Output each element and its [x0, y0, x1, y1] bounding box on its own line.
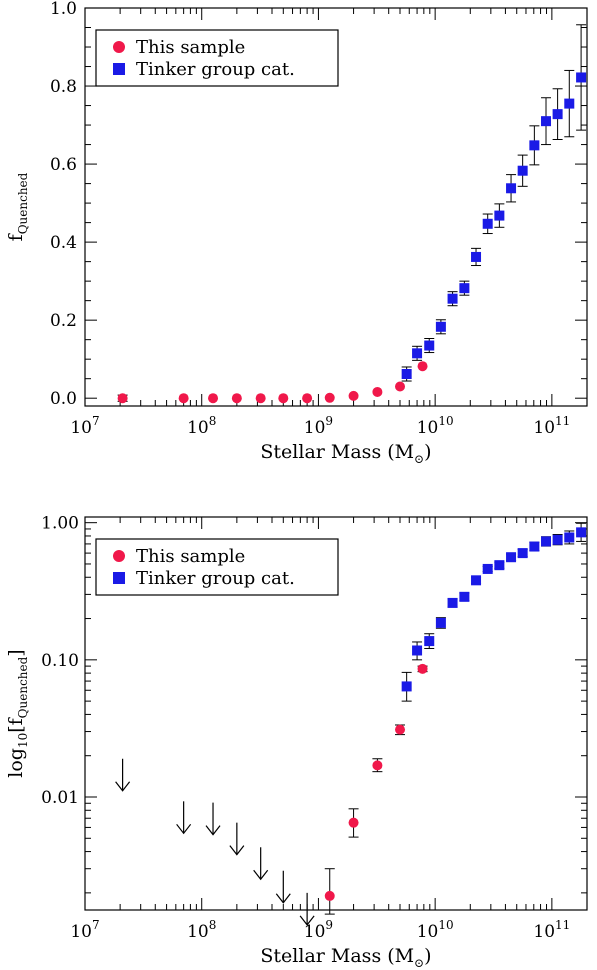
y-axis-title: fQuenched — [5, 172, 30, 241]
upper-limit-arrowhead — [205, 825, 221, 836]
upper-limit-arrowhead — [275, 893, 291, 904]
legend-label: This sample — [136, 37, 245, 58]
data-point-tinker — [412, 348, 423, 359]
data-point-tinker — [517, 165, 528, 176]
data-point-this-sample — [324, 890, 335, 901]
data-point-tinker — [401, 369, 412, 380]
x-tick-label: 109 — [304, 414, 333, 438]
y-tick-label: 0.6 — [50, 155, 77, 175]
chart-panel-1: 107 108 109 1010 1011 0.0 0.2 0.4 0.6 0.8 1.0 Stell… — [5, 0, 588, 466]
data-point-tinker — [576, 72, 587, 83]
data-point-tinker — [576, 527, 587, 538]
upper-limit-arrowhead — [115, 781, 131, 792]
legend-label: Tinker group cat. — [136, 568, 295, 589]
data-point-tinker — [564, 532, 575, 543]
upper-limit-arrowhead — [176, 823, 192, 835]
data-point-this-sample — [255, 393, 266, 404]
data-point-tinker — [529, 140, 540, 151]
data-point-tinker — [564, 98, 575, 109]
data-point-this-sample — [348, 390, 359, 401]
x-tick-label: 1011 — [533, 414, 570, 438]
data-point-tinker — [494, 210, 505, 221]
data-point-this-sample — [417, 361, 428, 372]
plot-frame — [84, 516, 588, 911]
y-tick-label: 0.0 — [50, 389, 77, 409]
data-point-tinker — [424, 636, 435, 647]
legend-label: Tinker group cat. — [136, 59, 295, 80]
legend-box — [95, 538, 339, 596]
data-point-tinker — [552, 534, 563, 545]
x-tick-label: 108 — [187, 414, 216, 438]
y-tick-label: 0.8 — [50, 77, 77, 97]
data-point-tinker — [424, 340, 435, 351]
legend-marker-square — [113, 63, 125, 75]
data-point-tinker — [482, 218, 493, 229]
data-point-tinker — [401, 681, 412, 692]
data-point-tinker — [471, 575, 482, 586]
x-tick-label: 1011 — [533, 918, 570, 942]
data-point-this-sample — [324, 392, 335, 403]
chart-panel-2: 107 108 109 1010 1011 0.01 0.10 1.00 Stellar Mas… — [5, 514, 588, 970]
data-point-this-sample — [231, 393, 242, 404]
data-point-tinker — [435, 617, 446, 628]
data-point-tinker — [541, 536, 552, 547]
data-point-tinker — [459, 591, 470, 602]
data-point-tinker — [506, 552, 517, 563]
data-point-tinker — [517, 548, 528, 559]
upper-limit-arrowhead — [229, 845, 245, 856]
y-tick-label: 1.00 — [41, 514, 79, 534]
data-point-tinker — [412, 645, 423, 656]
data-point-tinker — [552, 109, 563, 120]
y-tick-label: 0.4 — [50, 233, 77, 253]
data-point-tinker — [435, 321, 446, 332]
data-point-tinker — [506, 183, 517, 194]
data-point-this-sample — [117, 393, 128, 404]
data-point-tinker — [494, 560, 505, 571]
data-point-tinker — [482, 563, 493, 574]
legend-marker-circle — [113, 550, 125, 562]
y-tick-label: 0.10 — [41, 651, 79, 671]
data-point-this-sample — [278, 393, 289, 404]
legend-label: This sample — [136, 546, 245, 567]
x-axis-title: Stellar Mass (M⊙) — [260, 945, 431, 970]
data-point-tinker — [541, 116, 552, 127]
data-point-this-sample — [348, 817, 359, 828]
data-point-this-sample — [417, 663, 428, 674]
y-tick-label: 1.0 — [50, 0, 77, 19]
data-point-tinker — [529, 541, 540, 552]
y-tick-label: 0.2 — [50, 311, 77, 331]
data-point-tinker — [447, 597, 458, 608]
x-tick-label: 1010 — [417, 918, 454, 942]
x-tick-label: 107 — [70, 918, 99, 942]
data-point-tinker — [459, 283, 470, 294]
data-point-this-sample — [395, 381, 406, 392]
y-axis-title: log10[fQuenched] — [5, 649, 30, 777]
data-point-tinker — [471, 251, 482, 262]
data-point-this-sample — [372, 760, 383, 771]
legend-marker-circle — [113, 41, 125, 53]
data-point-this-sample — [178, 393, 189, 404]
plot-frame — [84, 7, 588, 407]
data-point-this-sample — [302, 393, 313, 404]
upper-limit-arrowhead — [253, 869, 269, 881]
x-tick-label: 108 — [187, 918, 216, 942]
legend-marker-square — [113, 572, 125, 584]
data-point-this-sample — [208, 393, 219, 404]
x-tick-label: 109 — [304, 918, 333, 942]
upper-limit-arrowhead — [299, 915, 315, 926]
data-point-this-sample — [372, 386, 383, 397]
x-tick-label: 107 — [70, 414, 99, 438]
data-point-tinker — [447, 293, 458, 304]
x-axis-title: Stellar Mass (M⊙) — [260, 441, 431, 466]
y-tick-label: 0.01 — [41, 788, 79, 808]
x-tick-label: 1010 — [417, 414, 454, 438]
legend-box — [95, 29, 339, 87]
data-point-this-sample — [395, 724, 406, 735]
